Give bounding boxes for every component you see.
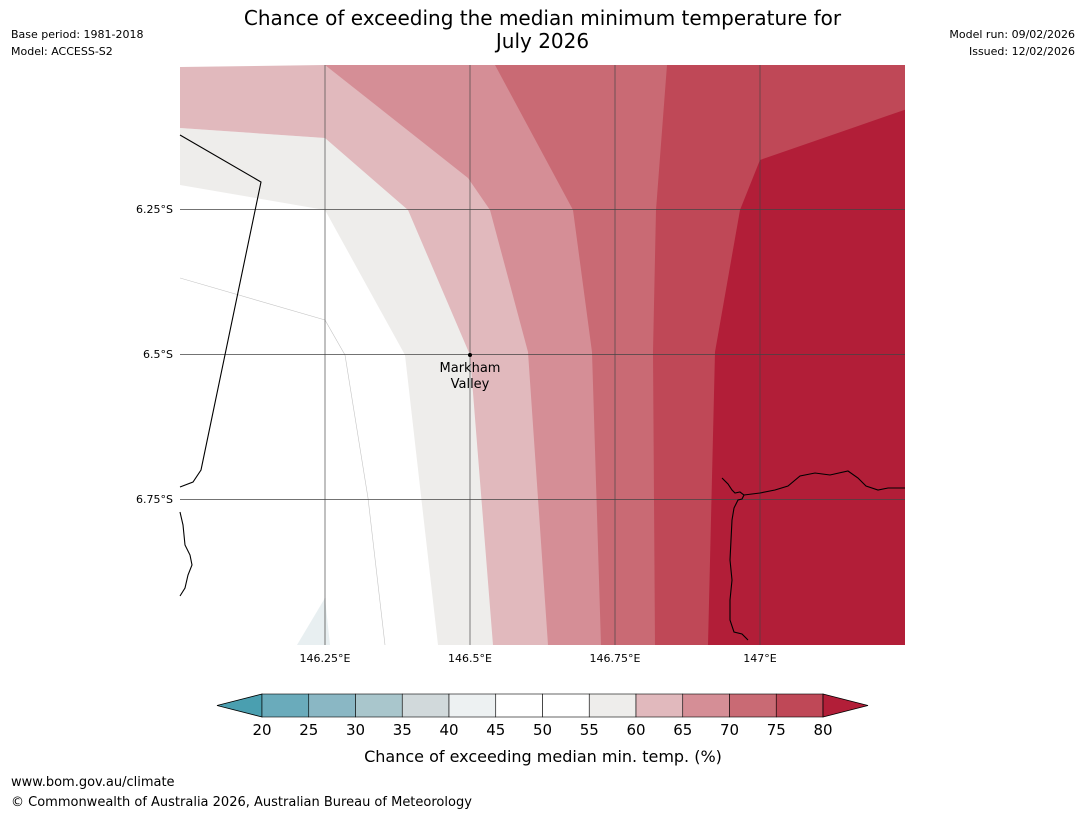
lat-label: 6.25°S (136, 203, 173, 216)
colorbar-tick-label: 40 (439, 721, 458, 739)
coast-right (721, 477, 749, 641)
colorbar-segment (729, 693, 777, 718)
colorbar-extend-high (822, 693, 869, 718)
model-name: Model: ACCESS-S2 (11, 45, 113, 58)
title-line-2: July 2026 (495, 29, 590, 53)
colorbar-tick-label: 80 (813, 721, 832, 739)
border-line (179, 134, 262, 488)
lon-label: 146.25°E (300, 652, 351, 665)
colorbar: 20 25 30 35 40 45 50 55 60 65 70 75 80 (216, 693, 869, 739)
place-label-line1: Markham (440, 361, 501, 376)
colorbar-tick-label: 60 (626, 721, 645, 739)
lon-label: 146.5°E (448, 652, 492, 665)
contour-line (180, 277, 386, 645)
colorbar-segment (401, 693, 450, 718)
colorbar-tick-label: 65 (673, 721, 692, 739)
band-40-45 (297, 598, 330, 645)
gridlines (180, 65, 905, 645)
lat-label: 6.75°S (136, 493, 173, 506)
meta-left: Base period: 1981-2018 Model: ACCESS-S2 (11, 26, 143, 60)
model-run: Model run: 09/02/2026 (949, 28, 1075, 41)
colorbar-segment (308, 693, 356, 718)
colorbar-tick-label: 70 (720, 721, 739, 739)
footer-copyright: © Commonwealth of Australia 2026, Austra… (11, 795, 472, 810)
coast-left (179, 511, 193, 597)
coast-right-top (743, 470, 905, 496)
issued-date: Issued: 12/02/2026 (968, 45, 1075, 58)
map-title: Chance of exceeding the median minimum t… (0, 7, 1085, 53)
lon-label: 146.75°E (590, 652, 641, 665)
colorbar-segment (495, 693, 543, 718)
colorbar-segment (542, 693, 590, 718)
colorbar-segment (448, 693, 497, 718)
colorbar-tick-label: 35 (393, 721, 412, 739)
colorbar-tick-label: 30 (346, 721, 365, 739)
colorbar-tick-label: 50 (533, 721, 552, 739)
colorbar-segment (682, 693, 730, 718)
colorbar-tick-label: 25 (299, 721, 318, 739)
band-80-plus (708, 109, 905, 645)
lon-label: 147°E (743, 652, 776, 665)
colorbar-label: Chance of exceeding median min. temp. (%… (364, 747, 722, 766)
footer-url: www.bom.gov.au/climate (11, 775, 175, 790)
colorbar-tick-label: 20 (252, 721, 271, 739)
colorbar-segment (588, 693, 637, 718)
place-marker (468, 353, 472, 357)
colorbar-tick-label: 45 (486, 721, 505, 739)
colorbar-segment (355, 693, 403, 718)
title-line-1: Chance of exceeding the median minimum t… (243, 6, 842, 30)
probability-field (180, 65, 905, 645)
lat-label: 6.5°S (143, 348, 173, 361)
colorbar-segment (635, 693, 684, 718)
colorbar-segment (775, 693, 824, 718)
place-label-line2: Valley (451, 377, 490, 392)
colorbar-tick-label: 75 (767, 721, 786, 739)
base-period: Base period: 1981-2018 (11, 28, 144, 41)
colorbar-tick-label: 55 (580, 721, 599, 739)
colorbar-extend-low (216, 693, 263, 718)
coastline (179, 134, 905, 641)
meta-right: Model run: 09/02/2026 Issued: 12/02/2026 (949, 26, 1075, 60)
colorbar-segment (261, 693, 310, 718)
